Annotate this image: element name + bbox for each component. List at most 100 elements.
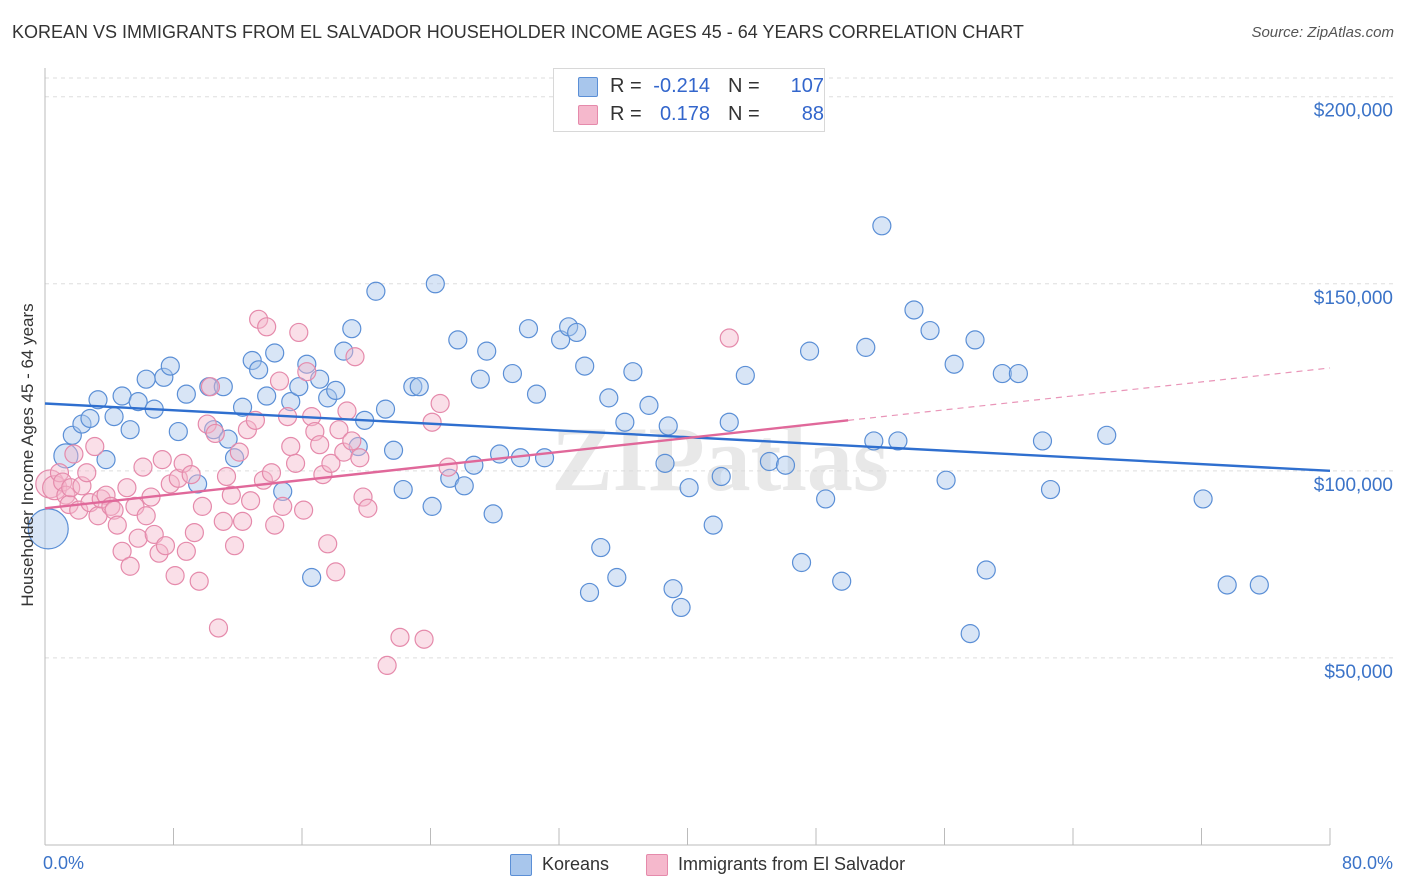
korean-point [639, 395, 659, 415]
salvador-point [107, 515, 127, 535]
korean-point [575, 356, 595, 376]
salvador-point [136, 506, 156, 526]
korean-point [297, 354, 317, 374]
salvador-point [265, 515, 285, 535]
x-tick-label-min: 0.0% [43, 853, 84, 873]
korean-point [448, 330, 468, 350]
salvador-point [321, 453, 341, 473]
salvador-point [350, 448, 370, 468]
salvador-point [329, 420, 349, 440]
korean-point [518, 319, 539, 339]
salvador-point [181, 464, 201, 485]
salvador-point [149, 543, 169, 563]
korean-point [187, 474, 208, 494]
korean-point [232, 397, 253, 417]
legend-n-label: N = [728, 75, 760, 97]
korean-point [366, 281, 386, 301]
korean-point [334, 341, 354, 361]
legend-n-label: N = [728, 103, 760, 125]
y-tick-label: $50,000 [1324, 662, 1393, 683]
salvador-point [261, 463, 282, 483]
korean-point [136, 369, 156, 389]
korean-point [454, 476, 474, 496]
korean-point [719, 412, 739, 432]
salvador-point [208, 618, 229, 638]
korean-point [289, 377, 309, 397]
korean-point [992, 363, 1012, 384]
salvador-point [358, 498, 378, 518]
legend-r-label: R = [610, 75, 642, 97]
salvador-point [273, 496, 293, 516]
salvador-point [173, 453, 193, 473]
korean-point [1097, 425, 1117, 445]
salvador-point [232, 511, 253, 531]
salvador-point [205, 423, 225, 444]
korean-point [856, 337, 876, 357]
salvador-point [269, 371, 290, 391]
salvador-point [155, 536, 176, 556]
y-tick-label: $100,000 [1314, 475, 1393, 496]
legend-r-label: R = [610, 103, 642, 125]
korean-point [816, 489, 836, 509]
korean-point [342, 319, 362, 339]
bottom-legend-koreans: Koreans [510, 853, 630, 877]
korean-point [735, 365, 755, 386]
salvador-point [719, 328, 739, 348]
korean-point [832, 571, 852, 591]
korean-point [409, 377, 429, 397]
korean-point [1008, 363, 1028, 384]
korean-point [80, 408, 100, 429]
korean-point [960, 624, 980, 644]
korean-point [318, 388, 338, 408]
salvador-point [165, 566, 185, 586]
y-tick-label: $200,000 [1314, 101, 1393, 122]
korean-point [1193, 489, 1213, 509]
salvador-point [112, 541, 132, 561]
korean-point [265, 343, 285, 363]
salvador-point [128, 528, 148, 548]
trend-lines [44, 367, 1331, 510]
korean-point [864, 431, 884, 451]
korean-point [759, 451, 780, 472]
bottom-legend-label: Koreans [542, 854, 610, 874]
korean-point [1040, 479, 1061, 500]
legend-r-value: -0.214 [653, 75, 710, 97]
korean-point [663, 579, 683, 599]
korean-point [88, 390, 108, 410]
salvador-point [184, 522, 204, 543]
salvador-point [353, 487, 373, 507]
salvador-point [438, 457, 458, 477]
salvador-point [200, 377, 221, 397]
salvador-point [294, 500, 314, 520]
salvador-point [422, 412, 442, 432]
salvador-legend-swatch [646, 854, 668, 876]
salvador-point [192, 496, 213, 516]
korean-point [53, 443, 79, 469]
korean-point [464, 455, 484, 475]
salvador-point [297, 362, 317, 382]
salvador-point [229, 442, 249, 462]
korean-point [393, 479, 413, 500]
korean-point [615, 412, 635, 432]
korean-point [403, 377, 423, 397]
korean-point [936, 470, 956, 490]
korean-point [944, 354, 964, 374]
salvador-point [152, 450, 172, 470]
salvador-point [85, 436, 105, 457]
salvador-point [64, 444, 84, 464]
korean-point [591, 537, 611, 558]
korean-point [383, 440, 404, 460]
korean-point [375, 399, 396, 419]
korean-point [502, 363, 523, 384]
salvador-point [289, 322, 309, 343]
korean-point [679, 478, 699, 498]
korean-point [655, 453, 675, 473]
salvador-point [414, 629, 434, 649]
korean-point [128, 392, 148, 412]
bottom-legend-label: Immigrants from El Salvador [678, 854, 906, 874]
korean-point [658, 416, 678, 436]
korean-point [599, 388, 619, 408]
korean-point [534, 448, 555, 468]
korean-point [176, 384, 196, 404]
salvador-point [216, 466, 237, 487]
